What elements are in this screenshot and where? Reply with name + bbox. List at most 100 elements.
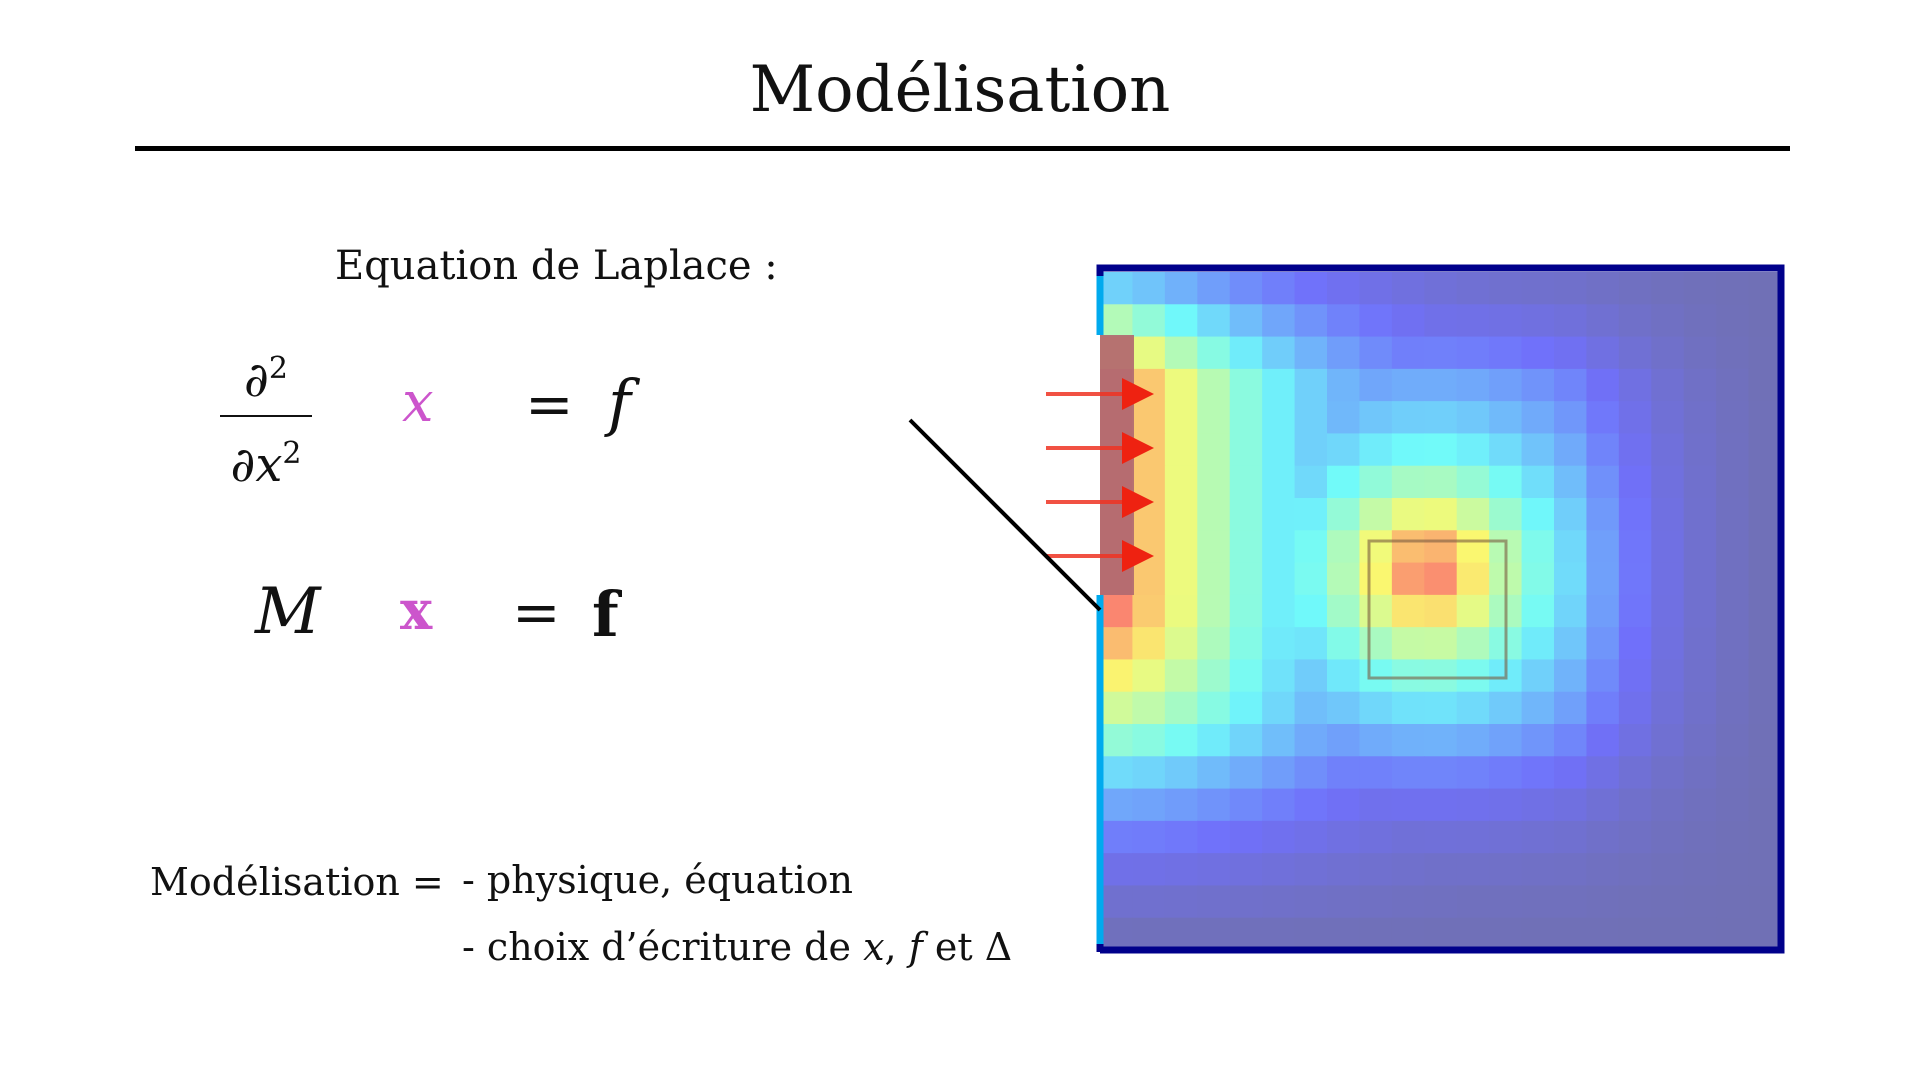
heatmap-cell	[1489, 724, 1523, 757]
heatmap-cell	[1262, 659, 1296, 693]
heatmap-cell	[1327, 917, 1361, 951]
laplace-rhs: f	[608, 366, 631, 439]
heatmap-cell	[1683, 562, 1717, 596]
laplace-caption: Equation de Laplace :	[335, 243, 778, 289]
heatmap-cell	[1359, 498, 1393, 531]
heatmap-cell	[1521, 853, 1555, 887]
heatmap-cell	[1586, 756, 1620, 790]
heatmap-cell	[1391, 368, 1425, 402]
heatmap-cell	[1424, 594, 1458, 628]
heatmap-cell	[1554, 820, 1588, 854]
heatmap-cell	[1164, 594, 1198, 628]
heatmap-cell	[1164, 498, 1198, 531]
heatmap-cell	[1716, 724, 1750, 757]
heatmap-cell	[1489, 853, 1523, 887]
notation-f: f	[908, 925, 923, 969]
heatmap-cell	[1521, 530, 1555, 564]
heatmap-cell	[1424, 368, 1458, 402]
boundary-arrows	[1046, 378, 1154, 572]
heatmap-cell	[1229, 304, 1263, 338]
heatmap-cell	[1100, 756, 1134, 790]
heatmap-cell	[1748, 627, 1782, 661]
heatmap-cell	[1294, 530, 1328, 564]
heatmap-cell	[1554, 691, 1588, 725]
heatmap-cell	[1748, 788, 1782, 822]
heatmap-cell	[1456, 917, 1490, 951]
heatmap-cell	[1197, 627, 1231, 661]
heatmap-cell	[1359, 465, 1393, 499]
heatmap-cell	[1100, 659, 1134, 693]
heatmap-cell	[1521, 401, 1555, 435]
heatmap-cell	[1197, 691, 1231, 725]
heatmap-cell	[1100, 272, 1134, 305]
heatmap-cell	[1197, 465, 1231, 499]
heatmap-cell	[1683, 336, 1717, 370]
heatmap-cell	[1489, 272, 1523, 305]
heatmap-cell	[1164, 562, 1198, 596]
notation-comma: ,	[884, 925, 909, 969]
heatmap-cell	[1716, 594, 1750, 628]
heatmap-cell	[1262, 562, 1296, 596]
heatmap-cell	[1489, 691, 1523, 725]
heatmap-cell	[1391, 853, 1425, 887]
heatmap-cell	[1132, 756, 1166, 790]
heatmap-cell	[1229, 853, 1263, 887]
heatmap-cell	[1748, 659, 1782, 693]
heatmap-cell	[1229, 562, 1263, 596]
heatmap-cell	[1294, 627, 1328, 661]
heatmap-cell	[1424, 562, 1458, 596]
discrete-rhs: f	[592, 578, 619, 651]
heatmap-cell	[1262, 498, 1296, 531]
heatmap-cell	[1229, 659, 1263, 693]
heatmap-cell	[1327, 594, 1361, 628]
heatmap-cell	[1456, 562, 1490, 596]
heatmap-cell	[1197, 304, 1231, 338]
heatmap-cell	[1748, 853, 1782, 887]
heatmap-cell	[1586, 917, 1620, 951]
heatmap-cell	[1262, 465, 1296, 499]
heatmap-cell	[1424, 498, 1458, 531]
heatmap-cell	[1294, 659, 1328, 693]
heatmap-cell	[1586, 401, 1620, 435]
heatmap-cell	[1424, 756, 1458, 790]
heatmap-cell	[1651, 368, 1685, 402]
heatmap-cell	[1197, 917, 1231, 951]
heatmap-cell	[1262, 691, 1296, 725]
heatmap-cell	[1197, 820, 1231, 854]
heatmap-cell	[1262, 788, 1296, 822]
heatmap-cell	[1100, 691, 1134, 725]
heatmap-cell	[1424, 336, 1458, 370]
heatmap-cell	[1197, 756, 1231, 790]
heatmap-cell	[1554, 530, 1588, 564]
heatmap-cell	[1294, 368, 1328, 402]
heatmap-cell	[1164, 724, 1198, 757]
heatmap-cell	[1651, 433, 1685, 467]
heatmap-cell	[1618, 917, 1652, 951]
heatmap-cell	[1618, 756, 1652, 790]
heatmap-cell	[1456, 368, 1490, 402]
heatmap-cell	[1716, 272, 1750, 305]
heatmap-cell	[1164, 272, 1198, 305]
heatmap-cell	[1683, 724, 1717, 757]
heatmap-cell	[1164, 788, 1198, 822]
heatmap-cell	[1391, 304, 1425, 338]
heatmap-cell	[1391, 659, 1425, 693]
heatmap-cell	[1262, 853, 1296, 887]
discrete-equals: =	[512, 578, 561, 646]
heatmap-cell	[1424, 917, 1458, 951]
heatmap-cell	[1586, 433, 1620, 467]
heatmap-cell	[1521, 272, 1555, 305]
heatmap-cell	[1424, 304, 1458, 338]
heatmap-cell	[1294, 336, 1328, 370]
heatmap-cell	[1554, 304, 1588, 338]
heatmap-cell	[1391, 530, 1425, 564]
heatmap-cell	[1294, 853, 1328, 887]
heatmap-cell	[1391, 885, 1425, 919]
heatmap-cell	[1359, 724, 1393, 757]
heatmap-cell	[1164, 368, 1198, 402]
heatmap-cell	[1651, 465, 1685, 499]
heatmap-cell	[1618, 820, 1652, 854]
heatmap-cell	[1164, 917, 1198, 951]
heatmap-cell	[1456, 820, 1490, 854]
heatmap-cell	[1586, 853, 1620, 887]
